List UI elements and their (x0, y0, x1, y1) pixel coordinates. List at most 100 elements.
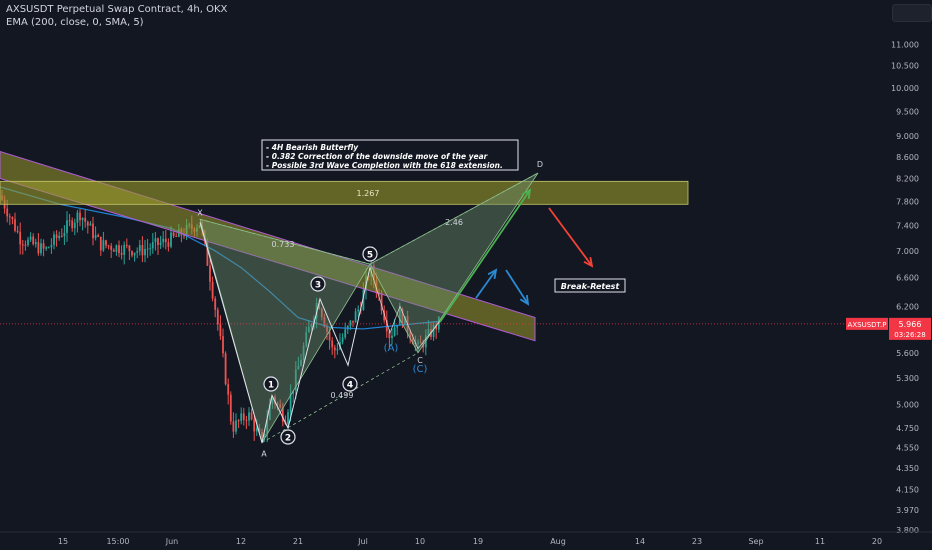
indicator-legend[interactable]: EMA (200, close, 0, SMA, 5) (6, 17, 144, 28)
candle-body (45, 247, 48, 249)
axes: 11.000 10.500 10.000 9.500 9.000 8.600 8.200 7.… (0, 40, 932, 546)
price-tag-value: 5.966 (899, 320, 922, 329)
candle-body (276, 403, 279, 405)
candle-body (419, 342, 422, 344)
candle-body (411, 338, 414, 345)
candle-body (53, 234, 55, 245)
candle-body (307, 327, 310, 333)
candle-body (219, 324, 222, 337)
candle-body (60, 235, 63, 237)
candle-body (68, 220, 71, 222)
candle-body (287, 412, 289, 424)
candle-body (281, 407, 284, 422)
y-tick-label: 5.600 (896, 349, 919, 358)
candle-body (172, 232, 175, 236)
hamburger-icon[interactable] (892, 4, 932, 22)
xb-ratio-line (199, 218, 371, 265)
x-tick-label: 15:00 (106, 537, 129, 546)
candle-body (11, 217, 14, 220)
candle-body (432, 324, 435, 337)
price-tag-countdown: 03:26:28 (894, 331, 925, 339)
x-tick-label: 14 (635, 537, 645, 546)
blue-up-arrow-head (487, 268, 498, 280)
candle-body (222, 336, 224, 354)
y-tick-label: 3.800 (896, 526, 919, 535)
candle-body (14, 219, 16, 231)
candle-body (58, 235, 61, 239)
candle-body (8, 216, 11, 218)
x-tick-label: 20 (872, 537, 882, 546)
candle-body (73, 222, 76, 229)
candle-body (266, 419, 269, 434)
note-line: - Possible 3rd Wave Completion with the … (266, 161, 503, 170)
candle-body (151, 242, 154, 249)
candle-body (40, 243, 42, 254)
candle-body (170, 232, 172, 247)
candle-body (318, 303, 321, 309)
candle-body (237, 420, 240, 422)
chart-title: AXSUSDT Perpetual Swap Contract, 4h, OKX (6, 4, 228, 15)
y-tick-label: 5.000 (896, 401, 919, 410)
wave-label-c: (C) (413, 364, 428, 375)
bd-ratio-line (369, 172, 539, 265)
wave-circle (362, 246, 378, 262)
candle-body (175, 235, 178, 237)
candle-body (162, 238, 165, 243)
candle-body (34, 242, 37, 245)
candle-body (292, 390, 295, 394)
candle-body (79, 212, 81, 221)
y-tick-label: 8.200 (896, 175, 919, 184)
y-tick-label: 10.500 (891, 62, 919, 71)
candle-body (380, 294, 383, 311)
candle-body (66, 220, 68, 233)
zone-label: 1.267 (357, 189, 380, 198)
candle-body (206, 241, 209, 266)
candle-body (383, 310, 386, 321)
candle-body (107, 245, 110, 247)
green-target-arrow-head (521, 188, 532, 200)
y-tick-label: 6.200 (896, 302, 919, 311)
candle-body (94, 235, 97, 239)
candle-body (232, 421, 235, 432)
candle-body (141, 245, 144, 256)
y-tick-label: 9.500 (896, 107, 919, 116)
candle-body (84, 217, 87, 222)
candle-body (71, 220, 74, 229)
point-d-label: D (537, 160, 543, 169)
pattern-bcd (369, 172, 539, 354)
red-drop-arrow (548, 207, 593, 267)
note-line: - 0.382 Correction of the downside move … (266, 152, 489, 161)
ratio-ac: 0.499 (331, 391, 354, 400)
candle-body (235, 420, 237, 432)
candle-body (86, 221, 89, 226)
candle-body (289, 393, 292, 413)
candle-body (138, 245, 141, 252)
candle-body (362, 289, 365, 310)
candle-body (183, 235, 185, 237)
candle-body (136, 251, 139, 253)
abc-path (369, 267, 441, 350)
candle-body (388, 331, 391, 338)
candle-body (354, 311, 357, 323)
candle-body (250, 412, 253, 420)
candle-body (268, 403, 271, 420)
candle-body (263, 433, 266, 438)
candle-body (227, 384, 230, 395)
candle-body (391, 335, 393, 338)
y-tick-label: 4.750 (896, 424, 919, 433)
candle-body (47, 247, 50, 249)
candle-body (279, 404, 282, 408)
candle-body (32, 236, 35, 245)
wave-label-5: 5 (367, 251, 373, 261)
x-tick-label: Aug (550, 537, 566, 546)
candle-body (294, 369, 297, 391)
candle-body (159, 242, 162, 245)
candle-body (209, 265, 211, 282)
wave-path (199, 222, 371, 443)
candle-body (164, 238, 167, 243)
candle-body (357, 309, 360, 312)
candle-body (258, 428, 261, 433)
blue-down-arrow (505, 269, 529, 305)
